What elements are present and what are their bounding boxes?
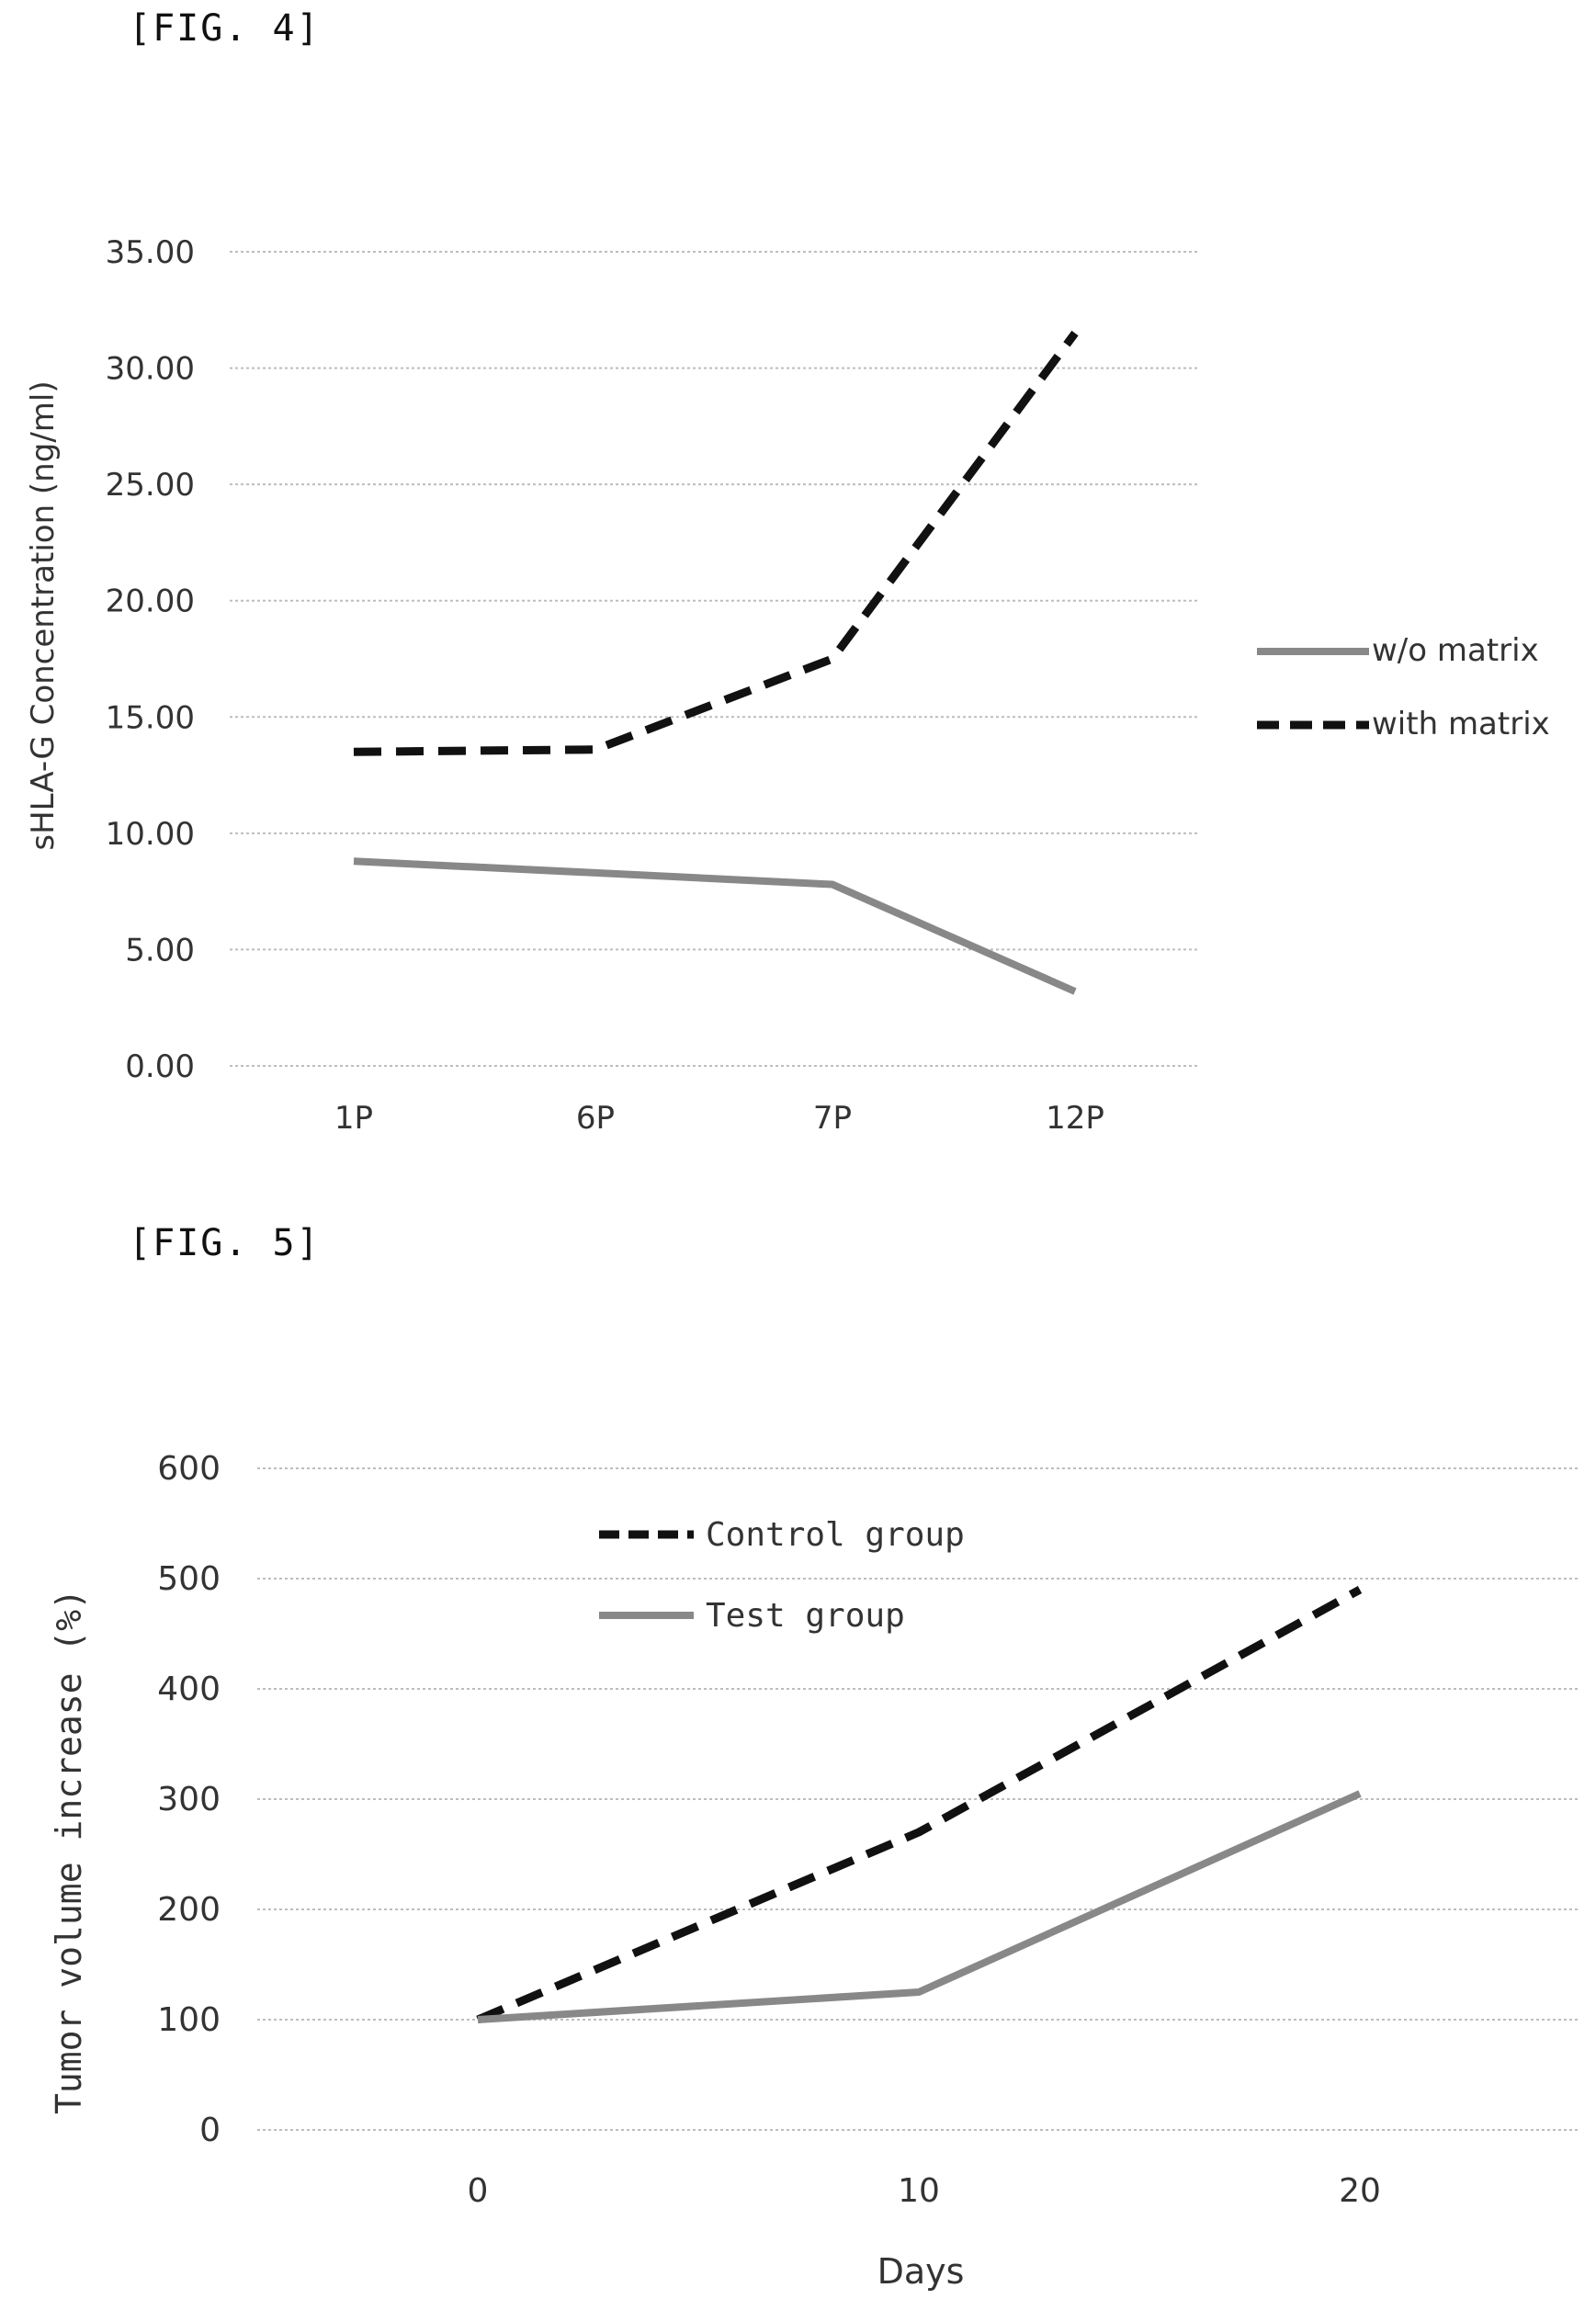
fig4-y-tick-label: 30.00 — [106, 351, 195, 388]
fig4-y-tick-label: 35.00 — [106, 234, 195, 271]
fig4-y-tick-label: 0.00 — [125, 1048, 195, 1085]
fig4-legend: w/o matrix with matrix — [1257, 632, 1550, 742]
fig4-legend-label: w/o matrix — [1372, 632, 1539, 669]
fig4-series-line-2 — [353, 330, 1079, 756]
fig4-y-tick-label: 20.00 — [106, 583, 195, 620]
fig5-x-axis-label: Days — [877, 2251, 965, 2292]
fig5-y-tick-label: 0 — [199, 2112, 221, 2149]
fig4-label: [FIG. 4] — [129, 7, 321, 50]
fig5-y-tick-label: 400 — [157, 1670, 221, 1708]
fig4-series — [353, 330, 1079, 995]
fig4-legend-label: with matrix — [1372, 706, 1550, 742]
fig5-legend: Control group Test group — [599, 1516, 965, 1635]
fig4-x-tick-label: 6P — [576, 1100, 615, 1137]
fig5-y-ticks: 0 100 200 300 400 500 600 — [157, 1450, 221, 2149]
fig4-y-tick-label: 25.00 — [106, 467, 195, 504]
fig4-chart: 0.00 5.00 10.00 15.00 20.00 25.00 30.00 35.00 1… — [25, 234, 1550, 1137]
fig5-label: [FIG. 5] — [129, 1222, 321, 1264]
fig4-y-tick-label: 10.00 — [106, 816, 195, 853]
fig5-gridlines — [257, 1467, 1580, 2131]
fig4-y-ticks: 0.00 5.00 10.00 15.00 20.00 25.00 30.00 35.00 — [106, 234, 195, 1085]
fig4-x-tick-label: 7P — [813, 1100, 852, 1137]
fig5-series — [476, 1586, 1363, 2024]
fig5-x-ticks: 0 10 20 — [468, 2172, 1381, 2210]
fig4-x-tick-label: 12P — [1046, 1100, 1104, 1137]
fig4-x-tick-label: 1P — [334, 1100, 373, 1137]
fig5-series-line-1 — [476, 1586, 1363, 2024]
fig5-legend-label: Control group — [706, 1516, 965, 1554]
fig4-y-tick-label: 5.00 — [125, 932, 195, 968]
fig5-y-tick-label: 300 — [157, 1781, 221, 1818]
fig5-legend-label: Test group — [706, 1597, 905, 1635]
fig4-y-tick-label: 15.00 — [106, 699, 195, 736]
fig5-y-axis-label: Tumor volume increase (%) — [49, 1589, 89, 2114]
fig4-gridlines — [230, 251, 1199, 1067]
fig4-y-axis-label: sHLA-G Concentration (ng/ml) — [25, 380, 62, 850]
fig5-x-tick-label: 20 — [1339, 2172, 1381, 2210]
fig4-x-ticks: 1P 6P 7P 12P — [334, 1100, 1104, 1137]
fig5-y-tick-label: 100 — [157, 2001, 221, 2039]
fig5-y-tick-label: 600 — [157, 1450, 221, 1488]
fig5-x-tick-label: 0 — [468, 2172, 489, 2210]
fig4-series-line-1 — [353, 857, 1077, 995]
fig5-chart: 0 100 200 300 400 500 600 0 10 20 Tumor volume i… — [49, 1450, 1580, 2292]
fig5-y-tick-label: 200 — [157, 1891, 221, 1929]
fig5-y-tick-label: 500 — [157, 1560, 221, 1598]
fig5-x-tick-label: 10 — [898, 2172, 940, 2210]
